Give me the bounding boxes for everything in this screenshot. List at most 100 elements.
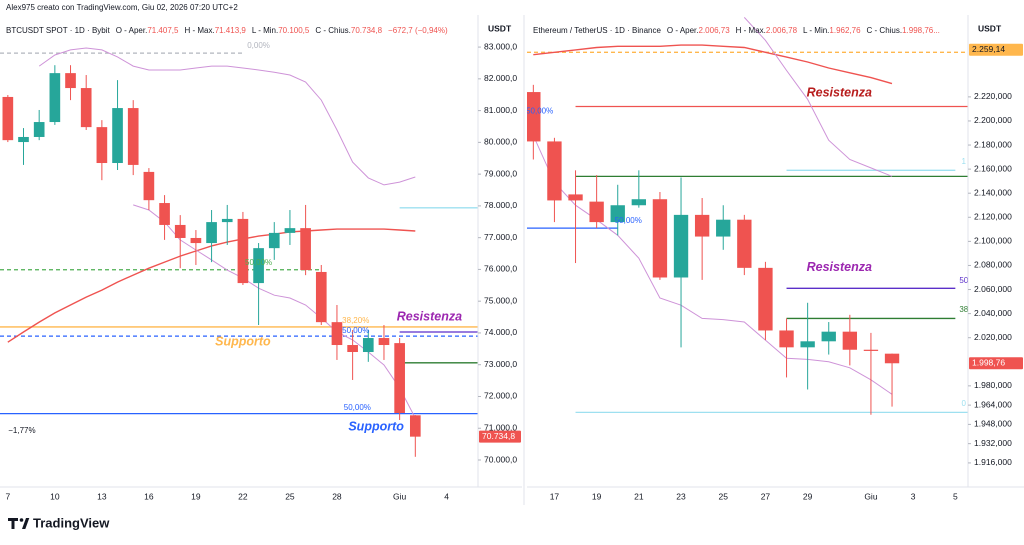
candle-body [652, 199, 668, 278]
candle-body [221, 218, 233, 223]
field-value: 2.006,78 [766, 26, 798, 35]
candle-body [589, 201, 604, 223]
field-value: 71.413,9 [215, 26, 247, 35]
fib-label: 0,00% [247, 41, 270, 50]
candle-body [716, 219, 731, 237]
y-tick-label: 74.000,0 [484, 327, 517, 337]
x-tick-label: 23 [676, 491, 686, 501]
y-tick-label: 79.000,0 [484, 168, 517, 178]
x-tick-label: 28 [332, 491, 342, 501]
candle-body [779, 330, 794, 348]
y-tick-label: 80.000,0 [484, 137, 517, 147]
candle-body [206, 222, 217, 244]
x-tick-label: 3 [911, 491, 916, 501]
field-key: H - Max. [184, 26, 214, 35]
fib-label: 38 [959, 305, 968, 314]
field-value: 70.100,5 [278, 26, 310, 35]
y-tick-label: 73.000,0 [484, 359, 517, 369]
candle-body [174, 224, 186, 238]
y-tick-label: 1.932,000 [974, 438, 1012, 448]
candle-body [737, 219, 752, 268]
y-tick-label: 76.000,0 [484, 264, 517, 274]
plot-area: ResistenzaSupportoSupporto50,00%38,20%50… [0, 41, 478, 457]
level-annotation: Supporto [215, 334, 271, 348]
candle-body [673, 214, 689, 278]
candle-body [300, 228, 311, 271]
price-tag-label: 70.734,8 [482, 431, 515, 441]
y-tick-label: 81.000,0 [484, 105, 517, 115]
x-tick-label: 10 [50, 491, 60, 501]
field-value: 2.006,73 [699, 26, 731, 35]
y-tick-label: 2.220,000 [974, 91, 1012, 101]
candle-body [527, 92, 541, 142]
candle-body [18, 136, 29, 143]
level-annotation: Resistenza [807, 260, 872, 274]
candle-body [409, 415, 421, 437]
candle-body [96, 127, 108, 164]
candle-body [884, 353, 900, 364]
candle-body [610, 205, 625, 223]
brand-name: TradingView [33, 515, 110, 530]
y-tick-label: 1.964,000 [974, 399, 1012, 409]
y-tick-label: 1.980,000 [974, 380, 1012, 390]
price-tag-label: 1.998,76 [972, 358, 1005, 368]
credit: Alex975 creato con TradingView.com, Giu … [6, 3, 238, 12]
candle-body [842, 331, 858, 350]
y-tick-label: 2.180,000 [974, 139, 1012, 149]
y-tick-label: 2.160,000 [974, 163, 1012, 173]
candle-body [253, 248, 264, 284]
price-tag [479, 430, 521, 443]
candle-body [694, 214, 710, 237]
candle-body [758, 267, 773, 331]
x-tick-label: 5 [953, 491, 958, 501]
level-annotation: Resistenza [807, 86, 872, 100]
candle-body [800, 341, 815, 348]
candle-body [331, 322, 343, 346]
field-value: 71.407,5 [147, 26, 179, 35]
y-tick-label: 75.000,0 [484, 295, 517, 305]
y-tick-label: 2.120,000 [974, 212, 1012, 222]
field-key: C - Chius. [315, 26, 351, 35]
field-key: O - Aper. [667, 26, 699, 35]
x-tick-label: 25 [285, 491, 295, 501]
y-tick-label: 2.100,000 [974, 236, 1012, 246]
chart-header: BTCUSDT SPOT · 1D · Bybit O - Aper.71.407… [6, 26, 448, 35]
candle-body [127, 108, 139, 165]
fib-label: 50 [959, 276, 968, 285]
y-tick-label: 77.000,0 [484, 232, 517, 242]
fib-label: 50,00% [342, 326, 369, 335]
y-tick-label: 2.060,000 [974, 284, 1012, 294]
candle-body [268, 232, 280, 249]
candle-body [49, 73, 61, 123]
x-tick-label: 7 [5, 491, 10, 501]
symbol: BTCUSDT SPOT · 1D · Bybit [6, 26, 111, 35]
y-tick-label: 70.000,0 [484, 454, 517, 464]
field-key: H - Max. [736, 26, 766, 35]
price-tag [969, 43, 1023, 56]
x-tick-label: 19 [191, 491, 201, 501]
y-tick-label: 2.020,000 [974, 332, 1012, 342]
fib-label: 0 [962, 399, 967, 408]
x-tick-label: 17 [550, 491, 560, 501]
y-tick-label: 2.200,000 [974, 115, 1012, 125]
candle-body [33, 122, 45, 137]
x-tick-label: 4 [444, 491, 449, 501]
x-tick-label: 19 [592, 491, 602, 501]
y-tick-label: 2.080,000 [974, 260, 1012, 270]
candle-body [378, 338, 390, 346]
x-tick-label: Giu [864, 491, 878, 501]
y-tick-label: 2.040,000 [974, 308, 1012, 318]
price-tag-label: 2.259,14 [972, 44, 1005, 54]
y-tick-label: 1.916,000 [974, 457, 1012, 467]
symbol: Ethereum / TetherUS · 1D · Binance [533, 26, 661, 35]
fib-label: 50,00% [245, 258, 272, 267]
x-tick-label: Giu [393, 491, 407, 501]
y-tick-label: 1.948,000 [974, 419, 1012, 429]
change: −672,7 (−0,94%) [388, 26, 448, 35]
candle-body [821, 331, 836, 342]
chart-header: Ethereum / TetherUS · 1D · Binance O - Ap… [533, 26, 940, 35]
candle-body [631, 199, 647, 206]
x-tick-label: 22 [238, 491, 248, 501]
